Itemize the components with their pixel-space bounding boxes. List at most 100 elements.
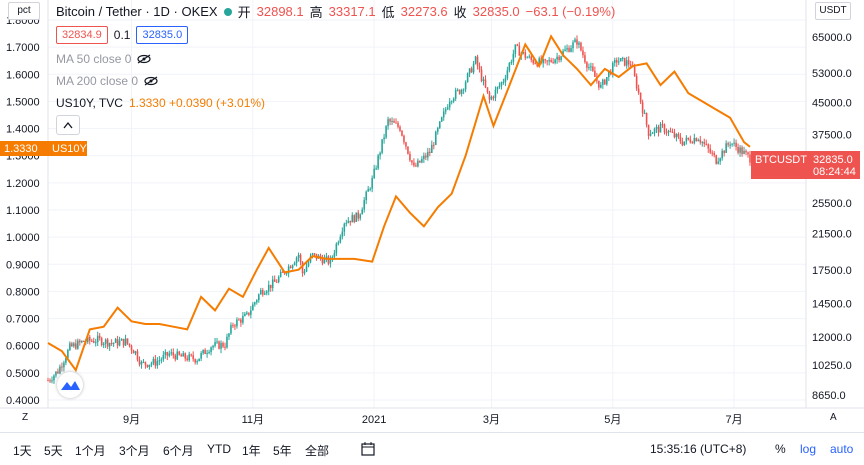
candle-body	[313, 253, 316, 255]
candle-body	[560, 56, 562, 61]
candle-body	[128, 343, 131, 346]
candle-body	[230, 325, 232, 334]
timezone-button[interactable]: Z	[22, 412, 29, 423]
eye-hidden-icon[interactable]	[137, 54, 151, 64]
auto-scale-toggle[interactable]: auto	[830, 442, 854, 456]
candle-body	[458, 89, 461, 94]
buy-price-button[interactable]: 32835.0	[136, 26, 189, 44]
candle-body	[687, 137, 690, 140]
symbol-title[interactable]: Bitcoin / Tether · 1D · OKEX	[56, 4, 218, 19]
auto-scale-button[interactable]: A	[830, 412, 837, 423]
candle-body	[271, 279, 274, 289]
candle-body	[546, 60, 548, 62]
candle-body	[184, 353, 187, 359]
candle-body	[142, 361, 145, 363]
candle-body	[675, 134, 678, 138]
candle-body	[433, 144, 435, 146]
candle-body	[749, 154, 751, 163]
range-1y-button[interactable]: 1年	[242, 444, 261, 458]
right-marker-tag: BTCUSDT	[755, 154, 807, 166]
candle-body	[498, 85, 501, 88]
calendar-icon[interactable]	[360, 441, 376, 457]
candle-body	[719, 158, 721, 162]
candle-body	[468, 68, 471, 74]
candle-body	[387, 119, 389, 127]
log-scale-button[interactable]: log	[800, 442, 817, 456]
candle-body	[625, 60, 628, 66]
price-chart[interactable]: 1.80001.70001.60001.50001.40001.30001.20…	[0, 0, 864, 432]
candle-body	[466, 73, 469, 83]
candle-body	[77, 340, 79, 349]
candle-body	[240, 319, 242, 323]
sell-price-button[interactable]: 32834.9	[56, 26, 108, 44]
candle-body	[220, 342, 222, 349]
logo-icon	[61, 381, 80, 390]
left-scale-label[interactable]: pct	[8, 2, 40, 20]
candle-body	[186, 358, 189, 361]
range-all-button[interactable]: 全部	[305, 444, 330, 458]
candle-body	[544, 59, 546, 61]
candle-body	[69, 343, 71, 350]
candle-body	[729, 144, 731, 146]
candle-body	[530, 56, 533, 60]
candle-body	[307, 262, 310, 267]
btc-candles	[47, 35, 751, 384]
candle-body	[669, 130, 672, 132]
candle-body	[361, 209, 364, 215]
candle-body	[333, 253, 336, 257]
range-6m-button[interactable]: 6个月	[163, 444, 194, 458]
candle-body	[267, 284, 270, 292]
candle-body	[606, 77, 608, 85]
ma50-legend[interactable]: MA 50 close 0	[56, 52, 151, 66]
candle-body	[518, 45, 521, 56]
eye-hidden-icon[interactable]	[144, 76, 158, 86]
candle-body	[166, 352, 169, 356]
candle-body	[250, 310, 252, 315]
candle-body	[705, 143, 708, 145]
currency-label[interactable]: USDT	[815, 2, 851, 20]
candle-body	[494, 89, 497, 98]
candle-body	[92, 340, 95, 343]
collapse-legend-button[interactable]	[56, 115, 80, 135]
tradingview-logo[interactable]	[57, 372, 83, 398]
candle-body	[337, 242, 340, 244]
candle-body	[120, 338, 123, 341]
candle-body	[486, 87, 489, 93]
candle-body	[383, 137, 385, 140]
clock-readout[interactable]: 15:35:16 (UTC+8)	[650, 442, 747, 456]
candle-body	[645, 113, 648, 125]
range-ytd-button[interactable]: YTD	[207, 442, 231, 456]
range-1d-button[interactable]: 1天	[13, 444, 32, 458]
candle-body	[470, 68, 473, 73]
candle-body	[379, 152, 381, 156]
candle-body	[713, 153, 716, 156]
candle-body	[417, 160, 419, 167]
candle-body	[657, 126, 660, 133]
candle-body	[476, 56, 479, 66]
candle-body	[411, 160, 413, 163]
compare-legend[interactable]: US10Y, TVC 1.3330 +0.0390 (+3.01%)	[56, 96, 265, 110]
candle-body	[158, 360, 161, 362]
range-1m-button[interactable]: 1个月	[75, 444, 106, 458]
candle-body	[134, 351, 137, 354]
candle-body	[403, 135, 405, 143]
percent-scale-button[interactable]: %	[775, 442, 786, 456]
candle-body	[138, 359, 141, 365]
range-5d-button[interactable]: 5天	[44, 444, 63, 458]
candle-body	[162, 355, 165, 360]
candle-body	[126, 338, 129, 344]
ma200-legend[interactable]: MA 200 close 0	[56, 74, 158, 88]
range-5y-button[interactable]: 5年	[273, 444, 292, 458]
candle-body	[663, 124, 666, 133]
candle-body	[329, 258, 332, 264]
candle-body	[154, 358, 157, 366]
candle-body	[82, 340, 85, 342]
candle-body	[707, 144, 710, 149]
chevron-up-icon	[63, 121, 73, 129]
range-3m-button[interactable]: 3个月	[119, 444, 150, 458]
candle-body	[347, 220, 350, 223]
candle-body	[703, 142, 706, 144]
candle-body	[226, 336, 228, 348]
candle-body	[71, 343, 73, 347]
